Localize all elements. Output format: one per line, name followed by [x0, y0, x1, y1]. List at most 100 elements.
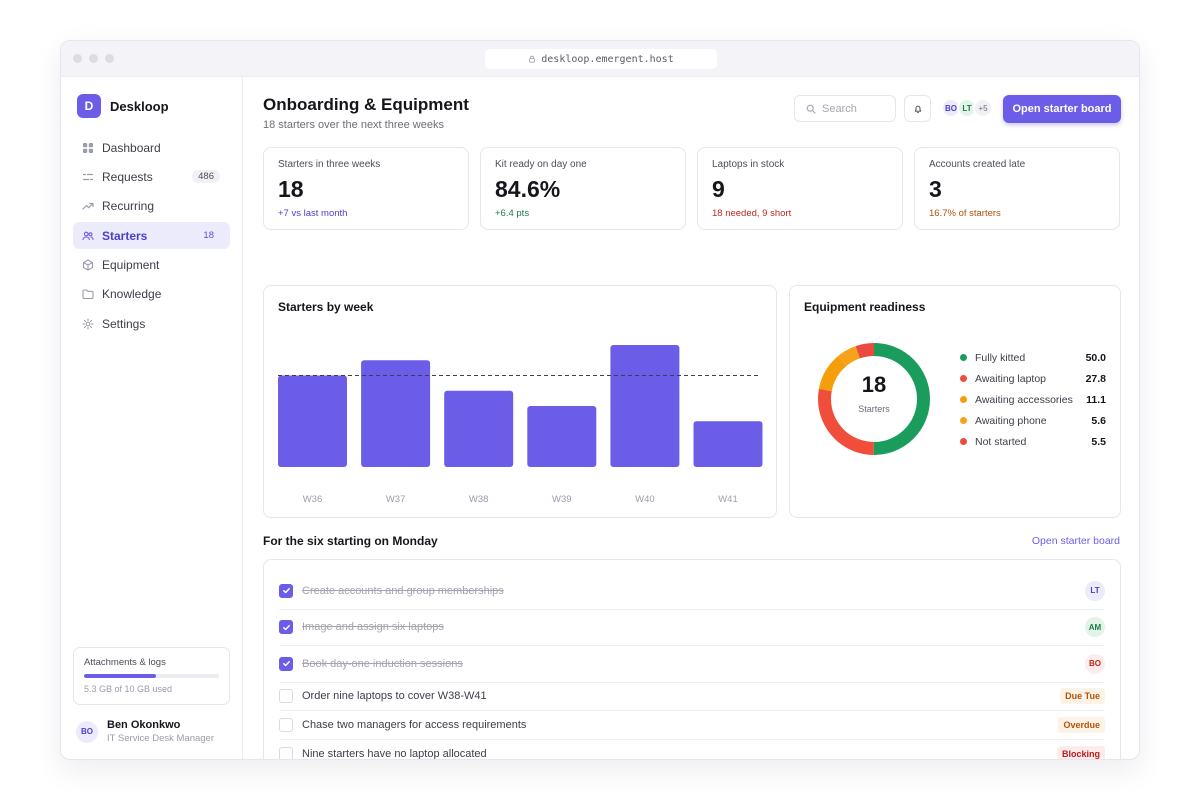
task-row: Book day-one induction sessions BO: [279, 646, 1105, 683]
legend-swatch: [960, 354, 967, 361]
sidebar-item-equipment[interactable]: Equipment: [73, 252, 230, 279]
count-badge: 486: [192, 170, 220, 184]
task-row: Chase two managers for access requiremen…: [279, 711, 1105, 741]
legend-item: Awaiting phone 5.6: [960, 414, 1106, 427]
card-title: Equipment readiness: [804, 300, 926, 314]
sidebar-item-dashboard[interactable]: Dashboard: [73, 134, 230, 161]
bar-w41[interactable]: [693, 421, 763, 467]
brand-name: Deskloop: [110, 98, 169, 114]
more-avatars-count: +5: [973, 98, 993, 118]
task-text: Nine starters have no laptop allocated: [302, 748, 487, 760]
donut-center: 18 Starters: [834, 372, 914, 414]
task-row: Image and assign six laptops AM: [279, 610, 1105, 646]
avatar: BO: [1085, 653, 1105, 674]
dashboard-icon: [82, 142, 94, 154]
address-bar[interactable]: deskloop.emergent.host: [485, 49, 717, 69]
kpi-delta: 18 needed, 9 short: [712, 208, 792, 219]
kpi-value: 3: [929, 176, 942, 202]
task-row: Nine starters have no laptop allocated Bl…: [279, 740, 1105, 760]
minimize-window-dot[interactable]: [89, 54, 98, 63]
status-badge: Blocking: [1056, 746, 1105, 759]
sidebar-item-recurring[interactable]: Recurring: [73, 193, 230, 220]
legend-item: Awaiting accessories 11.1: [960, 393, 1106, 406]
legend-value: 27.8: [1085, 372, 1106, 385]
task-checkbox[interactable]: [279, 583, 293, 598]
sidebar-item-knowledge[interactable]: Knowledge: [73, 281, 230, 308]
task-text: Order nine laptops to cover W38-W41: [302, 690, 487, 703]
requests-icon: [82, 171, 94, 183]
task-text: Book day-one induction sessions: [302, 657, 463, 670]
storage-widget: Attachments & logs 5.3 GB of 10 GB used: [73, 647, 230, 705]
donut-slice-awaiting-laptop[interactable]: [818, 343, 930, 455]
kpi-label: Accounts created late: [929, 159, 1026, 170]
kpi-card: Laptops in stock 9 18 needed, 9 short: [697, 147, 903, 230]
brand-logo: D: [77, 94, 101, 118]
avatar: LT: [1085, 580, 1105, 601]
equipment-readiness-card: Equipment readiness 18 Starters Fully ki…: [789, 285, 1121, 518]
user-profile[interactable]: BO Ben Okonkwo IT Service Desk Manager: [76, 719, 214, 744]
task-row: Order nine laptops to cover W38-W41 Due T…: [279, 683, 1105, 712]
box-icon: [82, 259, 94, 271]
search-input[interactable]: Search: [794, 95, 896, 122]
task-checkbox[interactable]: [279, 656, 293, 671]
status-badge: Due Tue: [1060, 688, 1105, 705]
search-icon: [806, 104, 816, 114]
open-starter-board-link[interactable]: Open starter board: [1031, 535, 1120, 547]
task-checkbox[interactable]: [279, 689, 293, 704]
card-title: Starters by week: [278, 300, 374, 314]
bar-w40[interactable]: [610, 345, 680, 467]
sidebar-item-label: Knowledge: [102, 287, 162, 302]
task-checkbox[interactable]: [279, 747, 293, 759]
kpi-value: 84.6%: [495, 176, 561, 202]
legend-swatch: [960, 375, 967, 382]
kpi-label: Starters in three weeks: [278, 159, 381, 170]
equipment-donut-chart: [818, 343, 930, 455]
page-title: Onboarding & Equipment: [263, 95, 469, 114]
maximize-window-dot[interactable]: [105, 54, 114, 63]
legend-label: Fully kitted: [975, 351, 1026, 364]
notifications-button[interactable]: [904, 95, 931, 122]
bar-w36[interactable]: [278, 375, 347, 468]
task-checkbox[interactable]: [279, 718, 293, 733]
storage-usage: 5.3 GB of 10 GB used: [84, 684, 173, 694]
x-tick-label: W41: [718, 494, 738, 505]
browser-window: deskloop.emergent.host D Deskloop Dashbo…: [60, 40, 1140, 760]
starters-by-week-card: Starters by week W36 W37 W38 W39 W40 W41: [263, 285, 777, 518]
x-tick-label: W40: [635, 494, 655, 505]
url-text: deskloop.emergent.host: [541, 53, 674, 65]
sidebar-item-label: Equipment: [102, 258, 160, 273]
sidebar-item-settings[interactable]: Settings: [73, 310, 230, 337]
task-row: Create accounts and group memberships LT: [279, 573, 1105, 610]
tasks-section-title: For the six starting on Monday: [263, 534, 438, 548]
window-controls: [73, 54, 114, 63]
storage-title: Attachments & logs: [84, 657, 166, 668]
avatar: BO: [76, 720, 98, 743]
kpi-card: Accounts created late 3 16.7% of starters: [914, 147, 1120, 230]
legend-item: Fully kitted 50.0: [960, 351, 1106, 364]
open-starter-board-button[interactable]: Open starter board: [1003, 95, 1121, 123]
bar-w38[interactable]: [444, 390, 514, 467]
sidebar-item-label: Recurring: [102, 199, 155, 214]
brand[interactable]: D Deskloop: [77, 94, 169, 118]
bar-w39[interactable]: [527, 406, 597, 467]
sidebar-item-label: Starters: [102, 228, 148, 243]
bar-w37[interactable]: [361, 360, 431, 467]
task-text: Image and assign six laptops: [302, 621, 444, 634]
browser-titlebar: deskloop.emergent.host: [61, 41, 1139, 77]
legend-label: Awaiting laptop: [975, 372, 1047, 385]
task-checkbox[interactable]: [279, 620, 293, 635]
collaborator-avatars[interactable]: BO LT +5: [941, 98, 993, 118]
sidebar-item-requests[interactable]: Requests 486: [73, 163, 230, 190]
sidebar-item-starters[interactable]: Starters 18: [73, 222, 230, 250]
task-text: Chase two managers for access requiremen…: [302, 719, 527, 732]
x-tick-label: W38: [469, 494, 489, 505]
bell-icon: [914, 105, 921, 113]
donut-slice-not-started[interactable]: [818, 343, 930, 455]
kpi-card: Kit ready on day one 84.6% +6.4 pts: [480, 147, 686, 230]
kpi-label: Kit ready on day one: [495, 159, 587, 170]
storage-bar: [84, 674, 219, 678]
legend-value: 5.5: [1091, 435, 1106, 448]
donut-legend: Fully kitted 50.0 Awaiting laptop 27.8 Await…: [960, 351, 1106, 456]
close-window-dot[interactable]: [73, 54, 82, 63]
storage-bar-fill: [84, 674, 156, 678]
